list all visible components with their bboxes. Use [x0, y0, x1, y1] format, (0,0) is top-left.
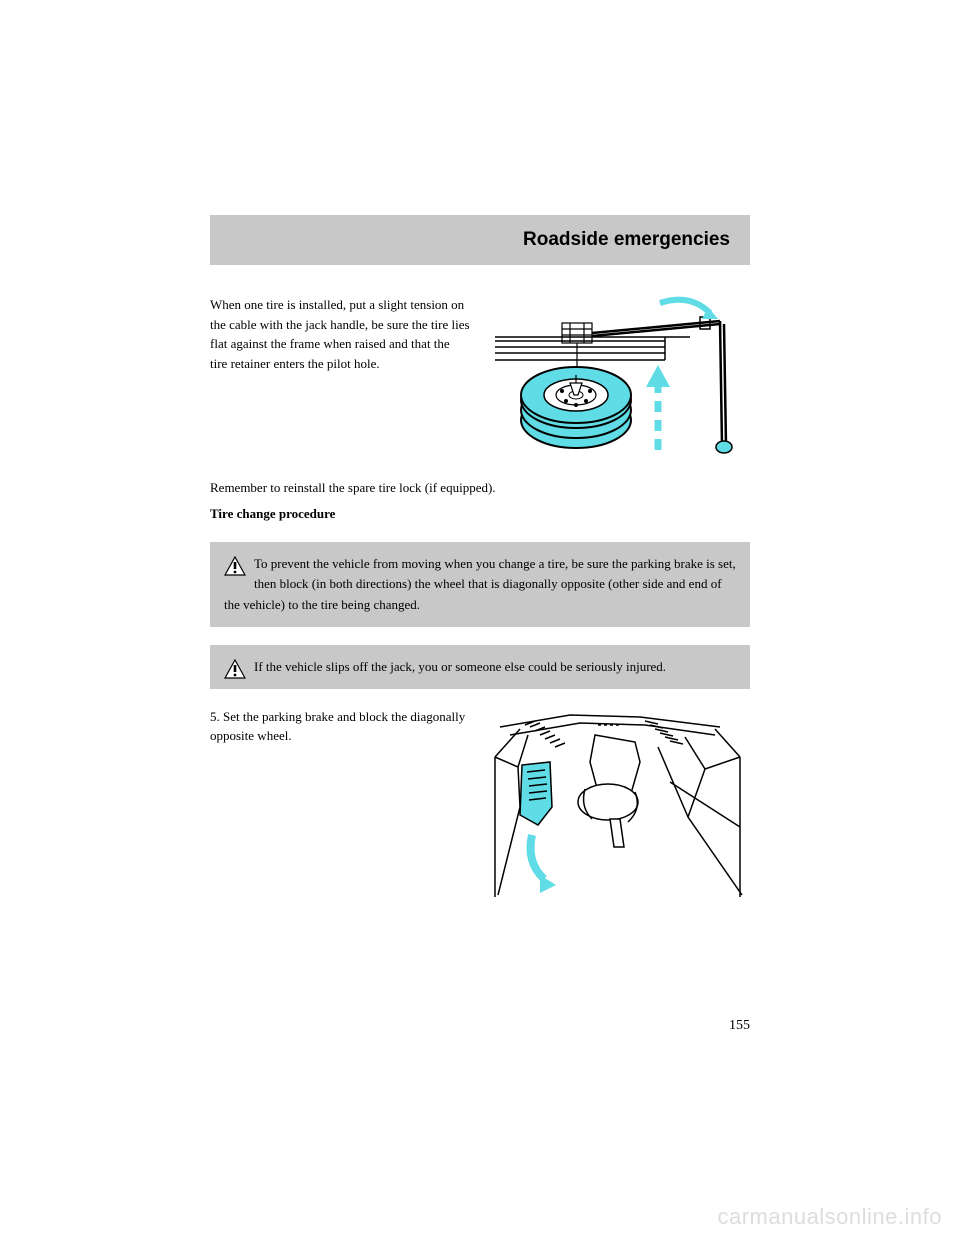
step-5-row: 5. Set the parking brake and block the d… — [210, 707, 750, 902]
step-4-row: When one tire is installed, put a slight… — [210, 295, 750, 470]
reinstall-subtitle: Tire change procedure — [210, 504, 750, 524]
warning-icon — [224, 659, 246, 685]
parking-brake-diagram — [490, 707, 750, 902]
warning-box-2: If the vehicle slips off the jack, you o… — [210, 645, 750, 689]
page-number: 155 — [729, 1018, 750, 1034]
step-5-text: 5. Set the parking brake and block the d… — [210, 707, 470, 746]
watermark: carmanualsonline.info — [717, 1204, 942, 1230]
step-4-text: When one tire is installed, put a slight… — [210, 295, 470, 373]
step4-reinstall: Remember to reinstall the spare tire loc… — [210, 478, 750, 524]
page-title: Roadside emergencies — [523, 229, 730, 250]
tire-winch-diagram — [490, 295, 750, 470]
warning-icon — [224, 556, 246, 582]
warning-box-1: To prevent the vehicle from moving when … — [210, 542, 750, 626]
warning-2-text: If the vehicle slips off the jack, you o… — [254, 659, 666, 674]
header-bar: Roadside emergencies — [210, 215, 750, 265]
reinstall-title: Remember to reinstall the spare tire loc… — [210, 478, 750, 498]
warning-1-text: To prevent the vehicle from moving when … — [224, 556, 736, 611]
